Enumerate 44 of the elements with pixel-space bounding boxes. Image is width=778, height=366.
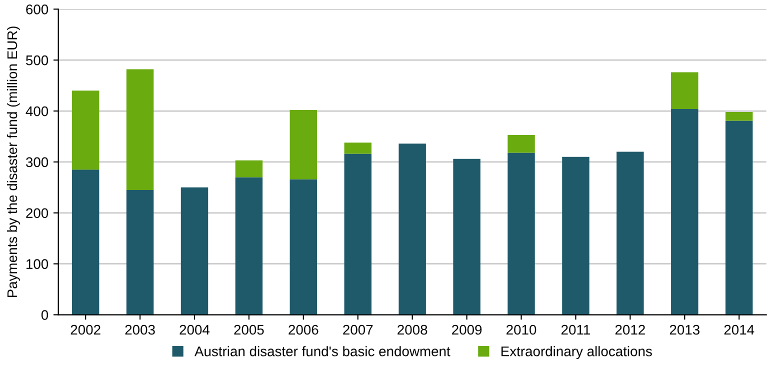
bar <box>180 187 208 315</box>
x-tick-label: 2011 <box>561 324 590 335</box>
y-axis-title: Payments by the disaster fund (million EUR) <box>6 26 20 298</box>
bar <box>344 154 372 315</box>
bar <box>72 90 100 170</box>
bar <box>508 152 535 315</box>
bar <box>398 144 426 315</box>
bar <box>671 72 698 109</box>
bar <box>290 110 318 180</box>
x-tick-label: 2012 <box>615 324 645 335</box>
bar <box>72 170 100 315</box>
bar <box>126 190 154 315</box>
x-tick-label: 2013 <box>670 324 700 335</box>
x-tick-label: 2010 <box>506 324 536 335</box>
legend-label: Austrian disaster fund's basic endowment <box>194 346 450 356</box>
bar <box>126 69 154 190</box>
bar <box>671 108 698 315</box>
y-tick-label: 100 <box>26 259 48 269</box>
bar <box>562 156 590 315</box>
bar <box>725 120 753 315</box>
bar <box>616 152 644 315</box>
x-tick-label: 2009 <box>452 324 482 335</box>
x-tick-label: 2003 <box>125 324 155 335</box>
bar <box>235 177 263 315</box>
x-tick-label: 2004 <box>180 324 210 335</box>
bar <box>725 112 753 121</box>
bar <box>508 134 535 153</box>
y-tick-label: 400 <box>26 106 48 116</box>
x-tick-label: 2008 <box>398 324 428 335</box>
y-tick-label: 300 <box>26 157 48 168</box>
x-tick-label: 2007 <box>343 324 373 335</box>
y-tick-label: 0 <box>41 310 48 320</box>
bar <box>344 142 372 154</box>
x-tick-label: 2006 <box>288 324 318 335</box>
bar <box>453 158 480 315</box>
bar <box>290 179 318 315</box>
bar <box>235 160 263 178</box>
x-tick-label: 2005 <box>234 324 264 335</box>
legend-label: Extraordinary allocations <box>501 346 652 360</box>
y-tick-label: 200 <box>26 208 48 218</box>
y-tick-label: 600 <box>26 4 48 14</box>
x-tick-label: 2014 <box>724 324 754 335</box>
x-tick-label: 2002 <box>70 324 100 335</box>
y-tick-label: 500 <box>26 55 48 66</box>
